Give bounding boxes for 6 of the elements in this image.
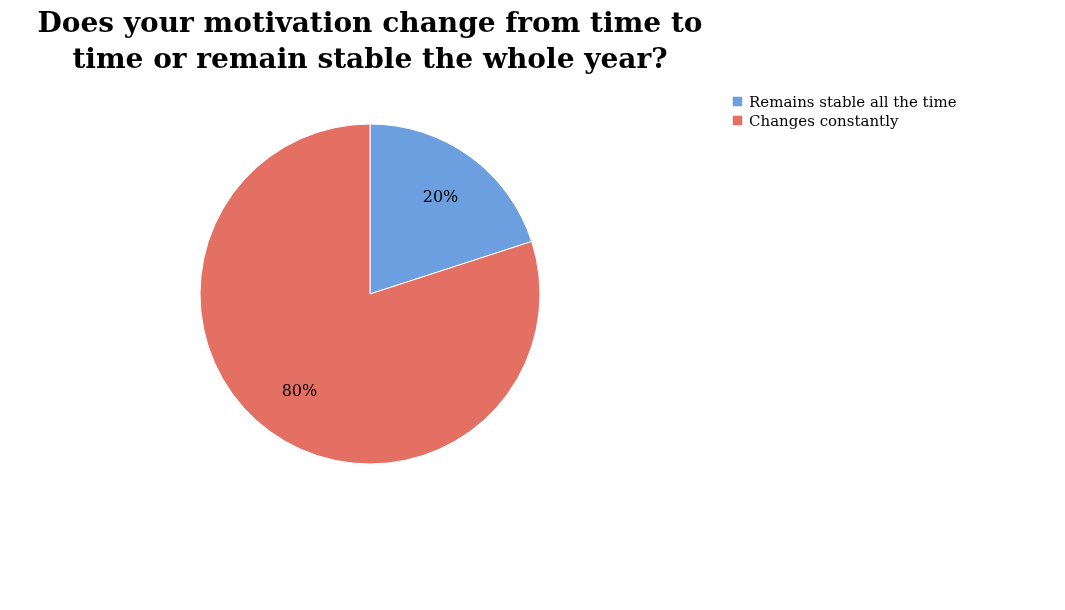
legend-label: Remains stable all the time — [749, 92, 957, 111]
legend-label: Changes constantly — [749, 111, 899, 130]
pie-slice — [199, 123, 541, 465]
data-label: 80% — [281, 381, 318, 401]
chart-title: Does your motivation change from time to time or remain stable the whole year? — [37, 6, 703, 75]
data-label: 20% — [422, 186, 459, 206]
